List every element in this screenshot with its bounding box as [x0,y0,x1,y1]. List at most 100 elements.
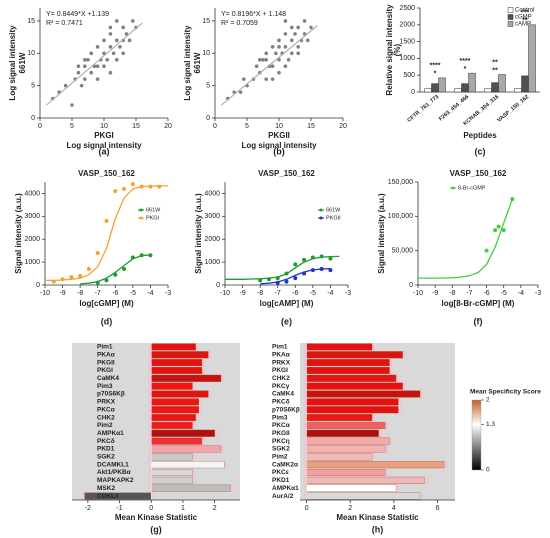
x-tick-label: 5 [245,123,249,130]
scatter-point [261,57,265,62]
significance: ** [492,59,498,66]
legend-label: 661W [146,207,161,213]
panel-label: (b) [273,146,285,156]
x-tick-label: 5 [70,123,74,130]
scatter-point [264,77,269,81]
bar [514,88,522,93]
x-tick-label: -8 [77,290,83,297]
bar [306,461,445,469]
y-tick-label: 0 [206,115,210,122]
y-axis-label: (%) [393,43,402,56]
bar [306,453,373,461]
category-label: PRKX [97,399,116,406]
y-tick-label: 3000 [24,213,40,220]
panel-label: (f) [474,316,483,326]
legend-label: cGMP [515,15,532,21]
data-point [493,228,498,233]
scatter-point [306,38,310,43]
scatter-point [296,45,301,49]
x-tick-label: -9 [432,290,438,297]
scatter-point [254,64,259,69]
scatter-point [296,25,301,30]
x-axis-sublabel: Log signal intensity [66,141,142,150]
category-label: PKGII [272,430,290,437]
category-label: Akt1/PKBα [97,469,131,476]
legend-label: Control [515,8,534,14]
category-label: MAPKAPK2 [97,477,134,484]
scatter-point [296,51,301,56]
x-tick-label: 10 [100,123,108,130]
y-tick-label: 0 [36,282,40,289]
bar [151,359,203,367]
data-point [86,266,91,271]
x-tick-label: -6 [112,290,118,297]
y-tick-label: 1000 [399,55,415,62]
bar [306,374,397,382]
bar [151,484,231,492]
x-tick-label: CFTR_761_773 [406,94,440,124]
data-point [510,197,515,202]
category-label: AMPKα1 [272,485,299,492]
y-tick-label: 0 [31,115,35,122]
scatter-point [95,64,100,69]
x-axis-label: log[cAMP] (M) [260,299,314,308]
legend-marker [139,216,143,220]
category-label: CaMK2α [272,461,298,468]
x-tick-label: -6 [292,290,298,297]
data-point [148,184,153,189]
category-label: PRKX [272,359,291,366]
data-point [60,277,65,282]
bar [306,343,373,351]
y-axis-label: Log signal intensity [8,25,17,101]
bar [306,359,390,367]
category-label: DCAMKL1 [97,461,129,468]
scatter-point [277,38,281,43]
y-tick-label: 2500 [399,5,415,12]
data-point [310,255,315,260]
data-point [130,182,135,187]
x-tick-label: -4 [518,290,524,297]
scatter-point [108,70,113,75]
data-point [284,279,289,284]
category-label: Pim3 [272,414,288,421]
data-point [266,277,271,282]
x-axis-sublabel: Log signal intensity [241,141,317,150]
x-axis-label: Peptides [463,131,497,140]
x-tick-label: -7 [275,290,281,297]
panel-label: (h) [372,524,384,534]
chart-title: VASP_150_162 [78,169,135,178]
category-label: CaMK4 [272,391,294,398]
x-tick-label: -7 [95,290,101,297]
scatter-point [293,32,297,36]
trend-line [221,25,318,106]
scatter-point [86,57,90,62]
bar [491,82,499,93]
legend-swatch [507,14,514,20]
category-label: Pim1 [97,344,113,351]
bar [151,382,193,390]
data-point [484,248,489,253]
category-label: PKGI [97,367,113,374]
data-point [319,254,324,259]
panel-label: (d) [101,316,113,326]
data-point [78,273,83,278]
fit-curve [418,198,513,279]
category-label: PKD1 [97,446,115,453]
y-axis-label: Log signal intensity [183,25,192,101]
legend-marker [319,216,323,220]
x-tick-label: -2 [85,505,91,512]
x-tick-label: 2 [213,505,217,512]
bar [521,75,529,93]
scatter-point [79,83,84,88]
panel-label: (c) [475,146,486,156]
scatter-point [70,103,74,107]
bar [528,24,536,93]
x-axis-label: log[cGMP] (M) [79,299,134,308]
x-tick-label: -3 [165,290,171,297]
y-tick-label: 1000 [204,259,220,266]
fit-curve [260,268,331,285]
bar [438,77,446,93]
legend-swatch [507,21,514,27]
bar [306,366,390,374]
y-tick-label: 5 [206,82,210,89]
